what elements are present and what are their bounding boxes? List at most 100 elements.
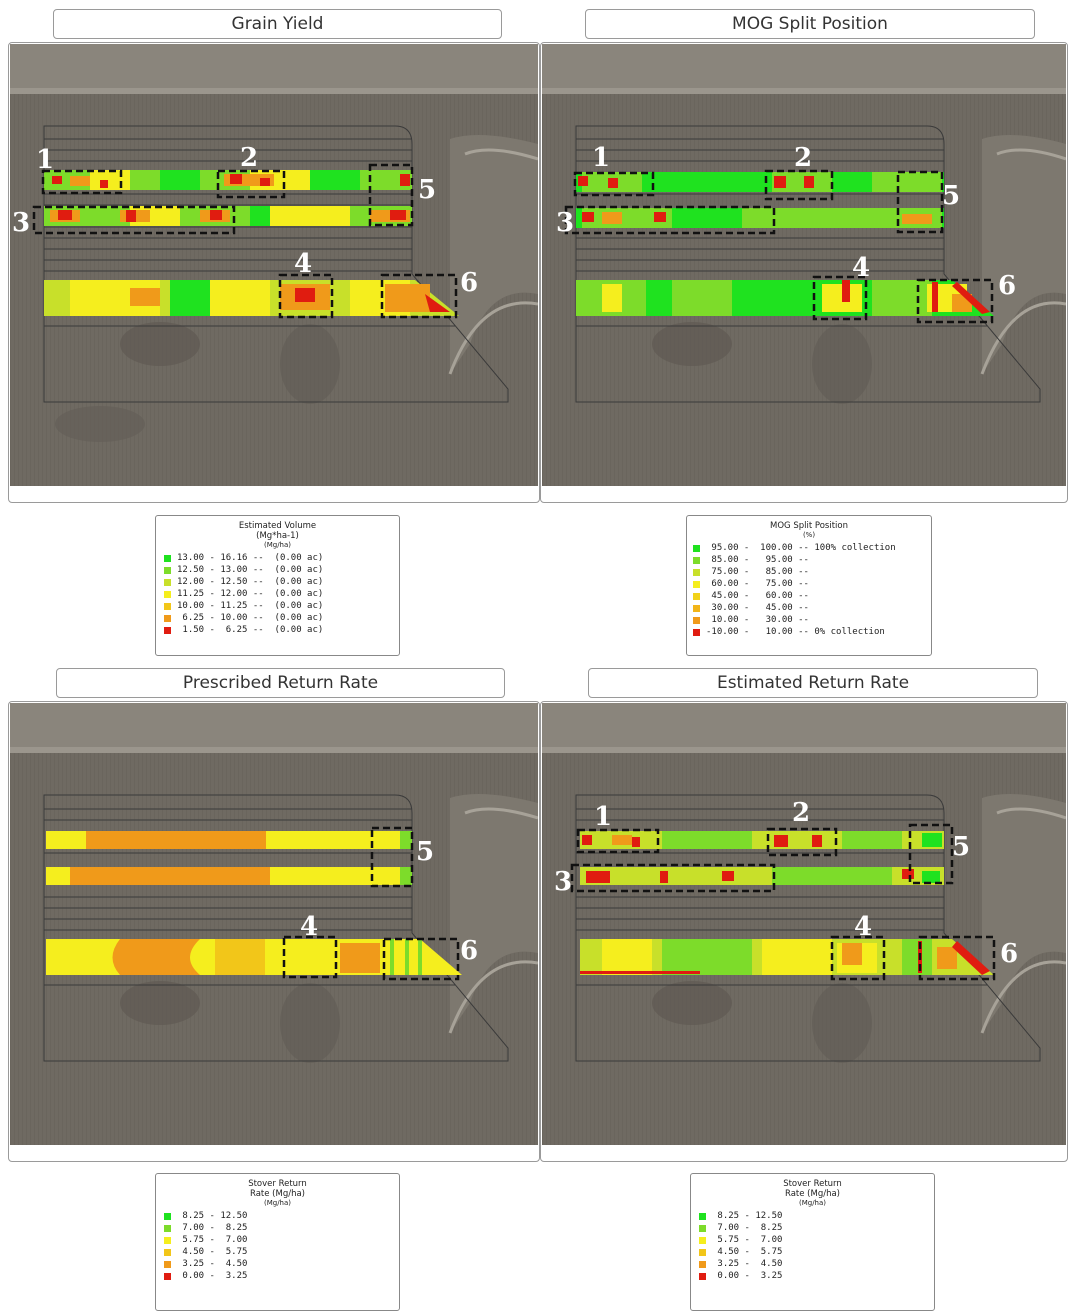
- legend-swatch: [693, 580, 700, 588]
- legend-title-line-1: Stover Return: [248, 1179, 307, 1189]
- map-frame-prescribed-return: 4 5 6: [8, 701, 540, 1162]
- legend-swatch: [164, 566, 171, 574]
- marker-label-6: 6: [460, 936, 478, 966]
- legend-rows: 13.00 - 16.16 -- (0.00 ac) 12.50 - 13.00 …: [156, 552, 399, 636]
- legend-range-label: 8.25 - 12.50: [712, 1211, 783, 1221]
- legend-swatch: [699, 1272, 706, 1280]
- marker-label-3: 3: [12, 208, 30, 238]
- legend-title-line-2: (Mg*ha-1): [256, 531, 299, 541]
- legend-range-label: 30.00 - 45.00 --: [706, 603, 809, 613]
- legend-row: 13.00 - 16.16 -- (0.00 ac): [164, 552, 399, 564]
- marker-label-5: 5: [942, 181, 960, 211]
- marker-label-6: 6: [998, 271, 1016, 301]
- legend-rows: 8.25 - 12.50 7.00 - 8.25 5.75 - 7.00 4.5…: [691, 1210, 934, 1282]
- legend-title-line-1: Stover Return: [783, 1179, 842, 1189]
- legend-unit: (Mg/ha): [263, 541, 292, 549]
- legend-range-label: 10.00 - 11.25 -- (0.00 ac): [177, 601, 324, 611]
- legend-row: 10.00 - 30.00 --: [693, 614, 931, 626]
- map-estimated-return: 1 2 3 4 5 6: [542, 703, 1066, 1145]
- marker-label-1: 1: [592, 143, 610, 173]
- panel-title-prescribed-return-rate: Prescribed Return Rate: [56, 668, 505, 698]
- legend-swatch: [164, 578, 171, 586]
- legend-range-label: 95.00 - 100.00 -- 100% collection: [706, 543, 896, 553]
- legend-range-label: 12.00 - 12.50 -- (0.00 ac): [177, 577, 324, 587]
- legend-row: 12.50 - 13.00 -- (0.00 ac): [164, 564, 399, 576]
- legend-row: 30.00 - 45.00 --: [693, 602, 931, 614]
- legend-range-label: 4.50 - 5.75: [712, 1247, 783, 1257]
- legend-rows: 8.25 - 12.50 7.00 - 8.25 5.75 - 7.00 4.5…: [156, 1210, 399, 1282]
- legend-swatch: [693, 616, 700, 624]
- marker-label-3: 3: [554, 867, 572, 897]
- legend-swatch: [164, 1248, 171, 1256]
- legend-swatch: [693, 568, 700, 576]
- marker-label-4: 4: [854, 912, 872, 942]
- marker-label-4: 4: [300, 912, 318, 942]
- map-mog-split: 1 2 3 4 5 6: [542, 44, 1066, 486]
- legend-row: 11.25 - 12.00 -- (0.00 ac): [164, 588, 399, 600]
- legend-swatch: [699, 1224, 706, 1232]
- legend-prescribed-return: Stover Return Rate (Mg/ha) (Mg/ha) 8.25 …: [155, 1173, 400, 1311]
- marker-label-5: 5: [416, 837, 434, 867]
- marker-label-6: 6: [1000, 939, 1018, 969]
- legend-swatch: [164, 602, 171, 610]
- legend-row: 5.75 - 7.00: [699, 1234, 934, 1246]
- legend-row: 4.50 - 5.75: [164, 1246, 399, 1258]
- legend-range-label: 60.00 - 75.00 --: [706, 579, 809, 589]
- legend-range-label: 3.25 - 4.50: [177, 1259, 248, 1269]
- legend-swatch: [164, 554, 171, 562]
- legend-range-label: 5.75 - 7.00: [712, 1235, 783, 1245]
- legend-swatch: [693, 544, 700, 552]
- legend-row: 4.50 - 5.75: [699, 1246, 934, 1258]
- legend-row: 3.25 - 4.50: [699, 1258, 934, 1270]
- map-grain-yield: 1 2 3 4 5 6: [10, 44, 538, 486]
- legend-title-line-1: MOG Split Position: [770, 521, 848, 531]
- legend-row: 1.50 - 6.25 -- (0.00 ac): [164, 624, 399, 636]
- marker-label-3: 3: [556, 208, 574, 238]
- legend-rows: 95.00 - 100.00 -- 100% collection 85.00 …: [687, 542, 931, 638]
- legend-range-label: 3.25 - 4.50: [712, 1259, 783, 1269]
- map-frame-grain-yield: 1 2 3 4 5 6: [8, 42, 540, 503]
- legend-row: 75.00 - 85.00 --: [693, 566, 931, 578]
- legend-row: 85.00 - 95.00 --: [693, 554, 931, 566]
- legend-swatch: [164, 614, 171, 622]
- legend-row: 0.00 - 3.25: [699, 1270, 934, 1282]
- legend-swatch: [164, 1272, 171, 1280]
- legend-row: 8.25 - 12.50: [164, 1210, 399, 1222]
- legend-range-label: -10.00 - 10.00 -- 0% collection: [706, 627, 885, 637]
- legend-swatch: [164, 626, 171, 634]
- legend-swatch: [164, 1224, 171, 1232]
- legend-title-line-2: Rate (Mg/ha): [784, 1189, 840, 1199]
- legend-row: -10.00 - 10.00 -- 0% collection: [693, 626, 931, 638]
- legend-range-label: 11.25 - 12.00 -- (0.00 ac): [177, 589, 324, 599]
- legend-row: 7.00 - 8.25: [164, 1222, 399, 1234]
- legend-range-label: 7.00 - 8.25: [712, 1223, 783, 1233]
- marker-label-2: 2: [792, 798, 810, 828]
- legend-row: 8.25 - 12.50: [699, 1210, 934, 1222]
- legend-row: 6.25 - 10.00 -- (0.00 ac): [164, 612, 399, 624]
- legend-mog-split: MOG Split Position (%) 95.00 - 100.00 --…: [686, 515, 932, 656]
- legend-row: 0.00 - 3.25: [164, 1270, 399, 1282]
- panel-title-estimated-return-rate: Estimated Return Rate: [588, 668, 1038, 698]
- legend-swatch: [699, 1248, 706, 1256]
- legend-row: 95.00 - 100.00 -- 100% collection: [693, 542, 931, 554]
- legend-range-label: 6.25 - 10.00 -- (0.00 ac): [177, 613, 324, 623]
- legend-range-label: 10.00 - 30.00 --: [706, 615, 809, 625]
- marker-label-1: 1: [36, 145, 54, 175]
- marker-label-2: 2: [794, 143, 812, 173]
- legend-range-label: 7.00 - 8.25: [177, 1223, 248, 1233]
- legend-row: 7.00 - 8.25: [699, 1222, 934, 1234]
- map-frame-estimated-return: 1 2 3 4 5 6: [540, 701, 1068, 1162]
- legend-swatch: [164, 1260, 171, 1268]
- legend-title-line-1: Estimated Volume: [238, 521, 317, 531]
- panel-title-grain-yield: Grain Yield: [53, 9, 502, 39]
- legend-swatch: [693, 628, 700, 636]
- legend-range-label: 8.25 - 12.50: [177, 1211, 248, 1221]
- legend-range-label: 0.00 - 3.25: [712, 1271, 783, 1281]
- marker-label-5: 5: [952, 832, 970, 862]
- legend-grain-yield: Estimated Volume (Mg*ha-1) (Mg/ha) 13.00…: [155, 515, 400, 656]
- legend-row: 12.00 - 12.50 -- (0.00 ac): [164, 576, 399, 588]
- marker-label-5: 5: [418, 175, 436, 205]
- legend-row: 5.75 - 7.00: [164, 1234, 399, 1246]
- legend-title-line-2: Rate (Mg/ha): [249, 1189, 305, 1199]
- marker-label-1: 1: [594, 802, 612, 832]
